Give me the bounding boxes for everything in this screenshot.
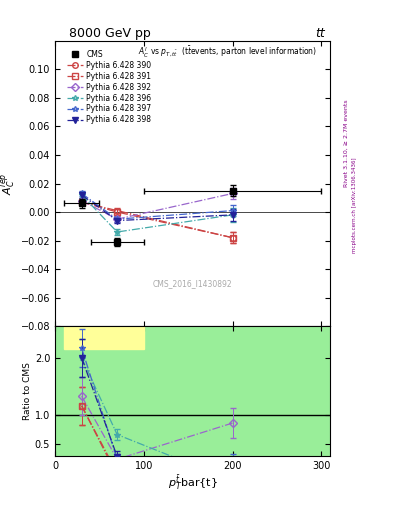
Text: mcplots.cern.ch [arXiv:1306.3436]: mcplots.cern.ch [arXiv:1306.3436] xyxy=(352,157,357,252)
Legend: CMS, Pythia 6.428 390, Pythia 6.428 391, Pythia 6.428 392, Pythia 6.428 396, Pyt: CMS, Pythia 6.428 390, Pythia 6.428 391,… xyxy=(64,48,154,126)
Y-axis label: $A_C^{lep}$: $A_C^{lep}$ xyxy=(0,172,18,195)
Text: CMS_2016_I1430892: CMS_2016_I1430892 xyxy=(153,279,232,288)
X-axis label: $p_T^{\bar{t}}$bar{t}: $p_T^{\bar{t}}$bar{t} xyxy=(168,473,217,492)
Text: $A_C^l$ vs $p_{T,t\bar{t}}$  (t$\bar{t}$events, parton level information): $A_C^l$ vs $p_{T,t\bar{t}}$ (t$\bar{t}$e… xyxy=(138,45,317,60)
Y-axis label: Ratio to CMS: Ratio to CMS xyxy=(23,362,32,420)
Bar xyxy=(64,323,144,349)
Text: 8000 GeV pp: 8000 GeV pp xyxy=(69,27,151,40)
Text: Rivet 3.1.10, ≥ 2.7M events: Rivet 3.1.10, ≥ 2.7M events xyxy=(344,99,349,187)
Text: tt: tt xyxy=(315,27,325,40)
